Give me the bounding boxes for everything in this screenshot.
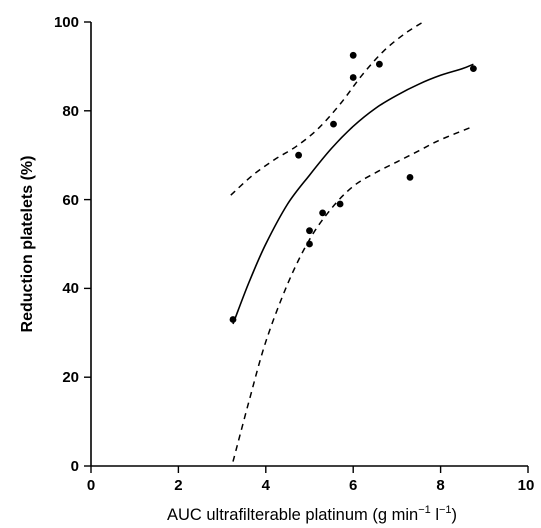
y-tick-label: 0 bbox=[71, 458, 79, 475]
x-tick-label: 6 bbox=[349, 477, 357, 494]
series-lines bbox=[230, 21, 474, 462]
x-axis-title-sup2: −1 bbox=[439, 504, 452, 516]
data-point bbox=[319, 209, 326, 217]
x-axis-title: AUC ultrafilterable platinum (g min−1 l−… bbox=[167, 504, 457, 524]
data-point bbox=[376, 60, 383, 68]
data-points bbox=[229, 51, 477, 323]
x-tick-label: 2 bbox=[174, 477, 182, 494]
data-point bbox=[295, 151, 302, 159]
data-point bbox=[349, 51, 357, 59]
x-axis-title-sup1: −1 bbox=[418, 504, 431, 516]
x-axis-title-main: AUC ultrafilterable platinum (g min bbox=[167, 506, 418, 524]
x-tick-label: 0 bbox=[87, 477, 95, 494]
x-tick-label: 8 bbox=[436, 477, 444, 494]
y-tick-label: 80 bbox=[62, 103, 79, 120]
data-point bbox=[336, 200, 344, 208]
y-axis-title: Reduction platelets (%) bbox=[19, 156, 36, 333]
data-point bbox=[349, 74, 357, 81]
data-point bbox=[406, 174, 414, 181]
data-point bbox=[306, 240, 313, 248]
x-axis-ticks: 0 2 4 6 8 10 bbox=[87, 466, 535, 494]
y-axis-ticks: 0 20 40 60 80 100 bbox=[54, 14, 91, 475]
y-tick-label: 40 bbox=[62, 280, 79, 297]
data-point bbox=[330, 120, 337, 128]
x-axis-title-end: ) bbox=[452, 506, 458, 524]
x-axis-title-mid: l bbox=[431, 506, 439, 524]
upper-confidence-curve bbox=[230, 21, 424, 196]
y-tick-label: 60 bbox=[62, 192, 79, 209]
y-tick-label: 100 bbox=[54, 14, 79, 31]
x-tick-label: 10 bbox=[518, 477, 535, 494]
fitted-curve bbox=[232, 63, 474, 325]
y-tick-label: 20 bbox=[62, 369, 79, 386]
data-point bbox=[306, 227, 313, 235]
lower-confidence-curve bbox=[232, 125, 474, 462]
data-point bbox=[470, 65, 477, 72]
x-tick-label: 4 bbox=[262, 477, 271, 494]
